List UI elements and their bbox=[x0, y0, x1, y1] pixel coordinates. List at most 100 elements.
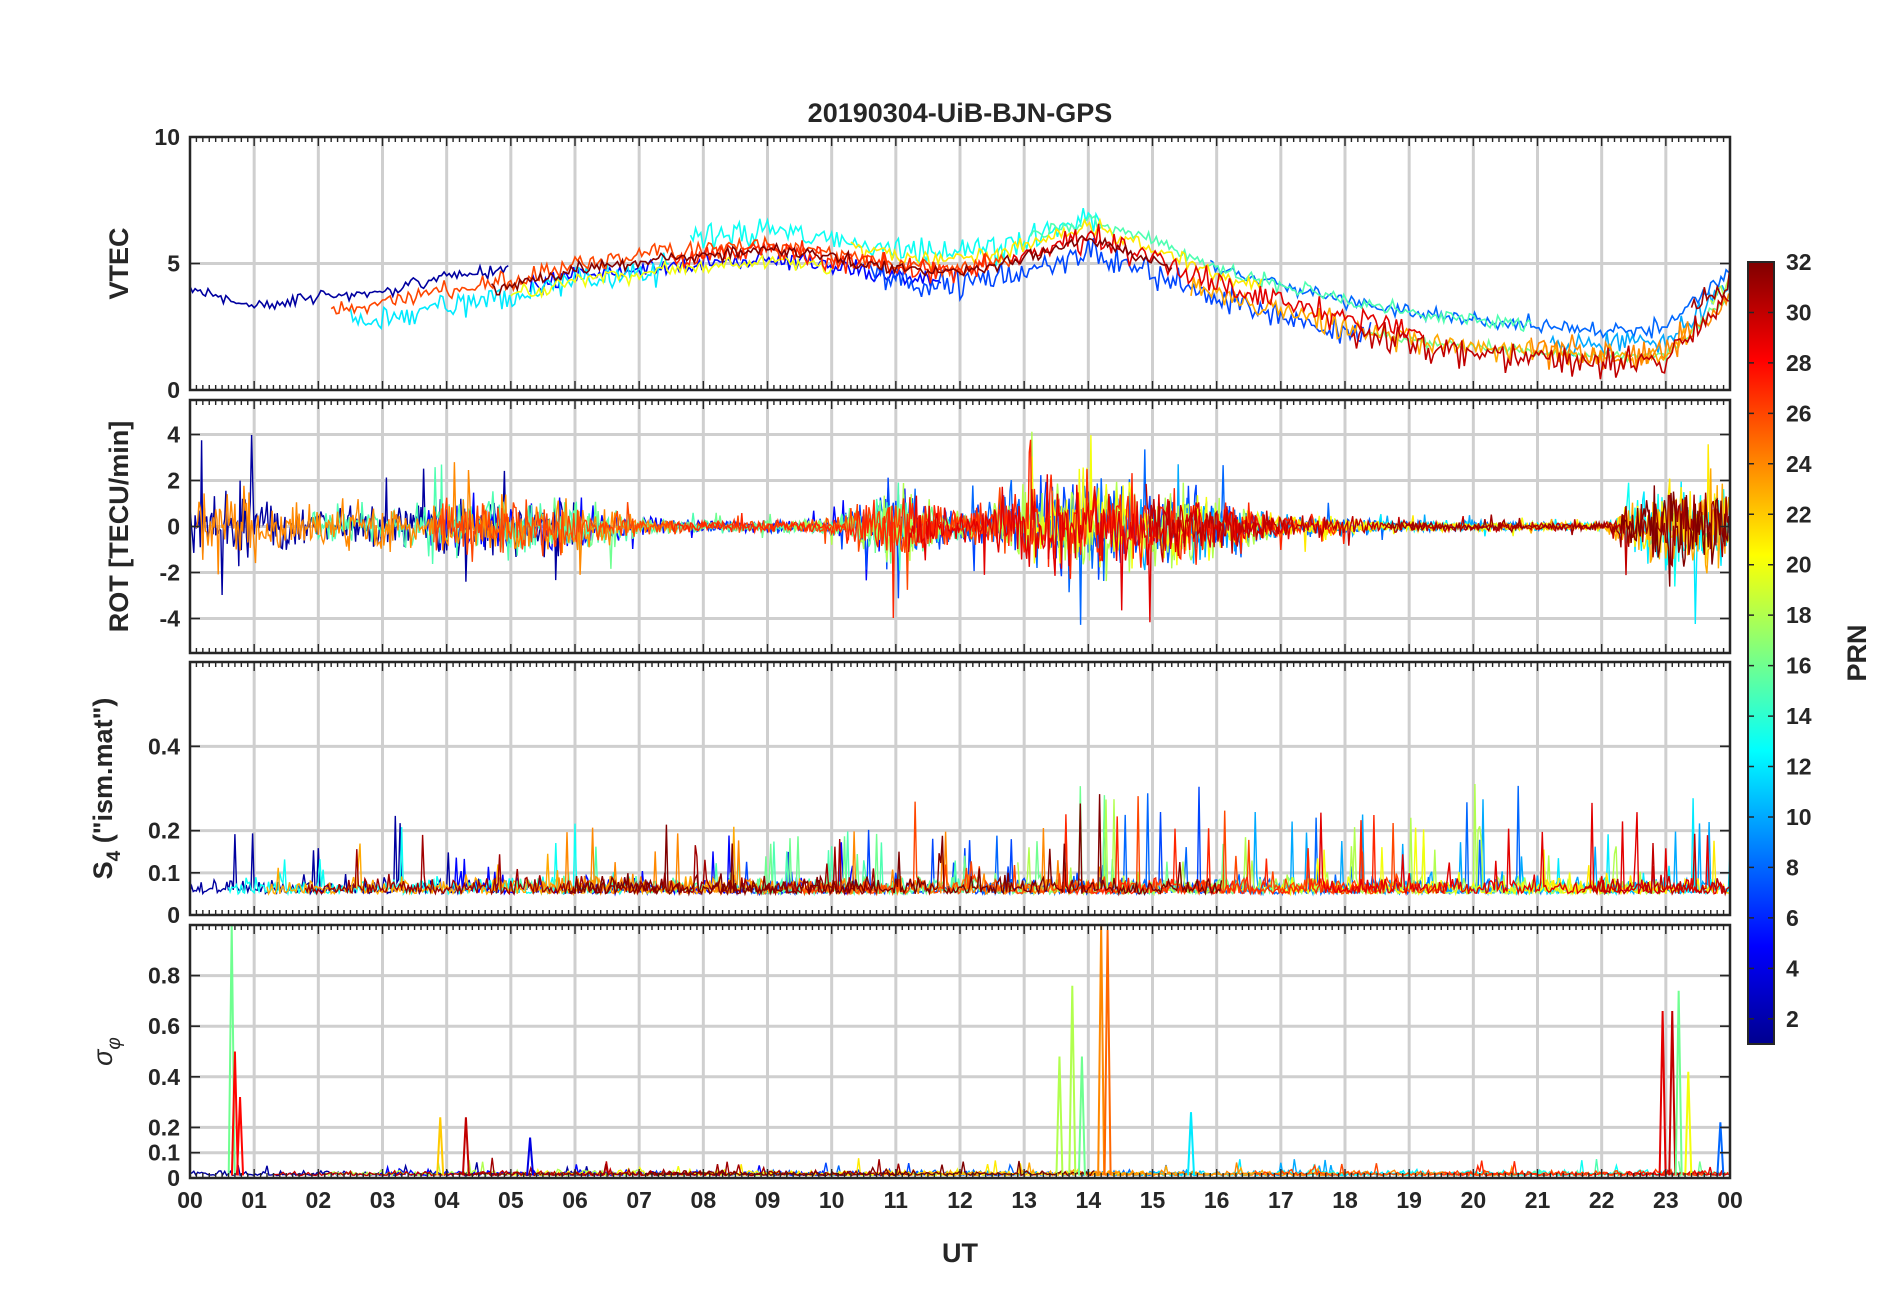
series-line-prn-32 bbox=[567, 794, 1223, 897]
x-ticks bbox=[189, 662, 1731, 915]
x-tick-label: 22 bbox=[1589, 1187, 1615, 1213]
x-tick-label: 00 bbox=[1717, 1187, 1743, 1213]
x-tick-label: 19 bbox=[1396, 1187, 1422, 1213]
x-tick-label: 15 bbox=[1140, 1187, 1166, 1213]
series-line-prn-10 bbox=[1549, 279, 1730, 357]
y-tick-label: 0.1 bbox=[148, 860, 180, 886]
colorbar-gradient bbox=[1747, 261, 1775, 1045]
spike-prn-20 bbox=[1684, 1071, 1693, 1176]
spike-prn-30 bbox=[461, 1117, 470, 1176]
y-tick-label: 0.8 bbox=[148, 963, 180, 989]
colorbar-tick-label: 32 bbox=[1786, 249, 1812, 275]
chart-title: 20190304-UiB-BJN-GPS bbox=[808, 98, 1113, 128]
spike-prn-30 bbox=[1668, 1011, 1677, 1176]
series-line-prn-32 bbox=[1620, 485, 1730, 587]
spike-prn-18 bbox=[1055, 1056, 1064, 1176]
x-tick-label: 17 bbox=[1268, 1187, 1294, 1213]
x-tick-label: 09 bbox=[755, 1187, 781, 1213]
y-tick-label: 0 bbox=[167, 514, 180, 540]
series-line-prn-31 bbox=[1690, 265, 1730, 310]
x-tick-label: 08 bbox=[691, 1187, 717, 1213]
spike-prn-22 bbox=[436, 1117, 445, 1176]
series-line-prn-26 bbox=[792, 796, 1449, 897]
colorbar-tick-label: 20 bbox=[1786, 552, 1812, 578]
colorbar-tick-label: 10 bbox=[1786, 804, 1812, 830]
y-tick-label: 4 bbox=[167, 422, 180, 448]
x-tick-label: 04 bbox=[434, 1187, 460, 1213]
x-tick-labels: 00 01 02 03 04 05 06 07 08 09 10 11 12 13 14 15 16 17 18 19… bbox=[177, 1187, 1743, 1213]
x-tick-label: 20 bbox=[1461, 1187, 1487, 1213]
y-tick-label: 0.6 bbox=[148, 1013, 180, 1039]
x-tick-label: 05 bbox=[498, 1187, 524, 1213]
y-tick-label: 0.4 bbox=[148, 733, 180, 759]
colorbar-tick-label: 30 bbox=[1786, 299, 1812, 325]
x-tick-label: 16 bbox=[1204, 1187, 1230, 1213]
colorbar-tick-label: 28 bbox=[1786, 350, 1812, 376]
x-tick-label: 06 bbox=[562, 1187, 588, 1213]
series-line-prn-30 bbox=[1350, 292, 1730, 380]
panel-sigma_phi: 00.10.2 0.4 0.6 0.8 σφ bbox=[88, 923, 1732, 1191]
series-line-prn-20 bbox=[510, 253, 833, 299]
spike-prn-24 bbox=[1097, 925, 1106, 1176]
spike-prn-16 bbox=[1077, 1056, 1086, 1176]
series-line-prn-21 bbox=[1543, 840, 1730, 896]
y-tick-label: 2 bbox=[167, 468, 180, 494]
series-line-prn-32 bbox=[491, 234, 1173, 296]
y-axis-label-rot: ROT [TECU/min] bbox=[104, 421, 134, 632]
spike-prn-16 bbox=[1674, 990, 1683, 1176]
y-axis-label-s4: S4 ("ism.mat") bbox=[88, 698, 125, 880]
traces-s4 bbox=[190, 783, 1730, 897]
colorbar-tick-label: 14 bbox=[1786, 703, 1812, 729]
x-tick-label: 23 bbox=[1653, 1187, 1679, 1213]
y-tick-label: 0 bbox=[167, 902, 180, 928]
spike-prn-25 bbox=[1103, 930, 1112, 1176]
spike-prn-12 bbox=[1187, 1112, 1195, 1176]
x-tick-label: 13 bbox=[1011, 1187, 1037, 1213]
y-axis-label-sigma_phi: σφ bbox=[88, 1037, 125, 1066]
x-tick-label: 11 bbox=[884, 1187, 909, 1213]
y-tick-label: 5 bbox=[167, 251, 180, 277]
colorbar-tick-label: 8 bbox=[1786, 854, 1799, 880]
colorbar-tick-label: 22 bbox=[1786, 501, 1812, 527]
series-line-prn-12 bbox=[349, 252, 669, 331]
traces-rot bbox=[190, 431, 1730, 625]
x-tick-label: 03 bbox=[370, 1187, 396, 1213]
x-tick-label: 14 bbox=[1076, 1187, 1102, 1213]
panel-vtec: 0 5 10 VTEC bbox=[104, 124, 1732, 403]
y-tick-label: -4 bbox=[160, 606, 181, 632]
x-ticks bbox=[189, 137, 1731, 390]
colorbar-label: PRN bbox=[1842, 624, 1872, 681]
colorbar-tick-label: 12 bbox=[1786, 754, 1812, 780]
series-line-prn-2 bbox=[190, 263, 509, 311]
series-line-prn-30 bbox=[1582, 833, 1730, 897]
y-tick-label: 0 bbox=[167, 377, 180, 403]
series-line-prn-15 bbox=[1029, 214, 1532, 333]
x-ticks bbox=[189, 925, 1731, 1178]
x-tick-label: 21 bbox=[1525, 1187, 1551, 1213]
series-line-prn-29 bbox=[908, 474, 1295, 623]
series-line-prn-26 bbox=[330, 235, 1013, 316]
x-tick-label: 00 bbox=[177, 1187, 203, 1213]
y-tick-label: 0.4 bbox=[148, 1064, 180, 1090]
y-tick-label: 10 bbox=[154, 124, 180, 150]
panel-s4: 0 0.1 0.2 0.4 S4 ("ism.mat") bbox=[88, 660, 1732, 928]
x-axis-label: UT bbox=[942, 1238, 978, 1268]
series-line-prn-18 bbox=[1710, 278, 1730, 306]
series-line-prn-29 bbox=[1010, 223, 1423, 338]
x-tick-label: 07 bbox=[626, 1187, 652, 1213]
x-ticks bbox=[189, 400, 1731, 653]
colorbar-tick-label: 18 bbox=[1786, 602, 1812, 628]
y-tick-label: -2 bbox=[160, 560, 180, 586]
x-tick-label: 10 bbox=[819, 1187, 845, 1213]
x-tick-label: 12 bbox=[947, 1187, 973, 1213]
y-tick-label: 0 bbox=[167, 1165, 180, 1191]
y-tick-label: 0.2 bbox=[148, 818, 180, 844]
spike-prn-28 bbox=[230, 1051, 239, 1176]
series-line-prn-21 bbox=[850, 217, 1263, 292]
colorbar-tick-label: 6 bbox=[1786, 905, 1799, 931]
spike-prn-18 bbox=[1068, 985, 1077, 1176]
